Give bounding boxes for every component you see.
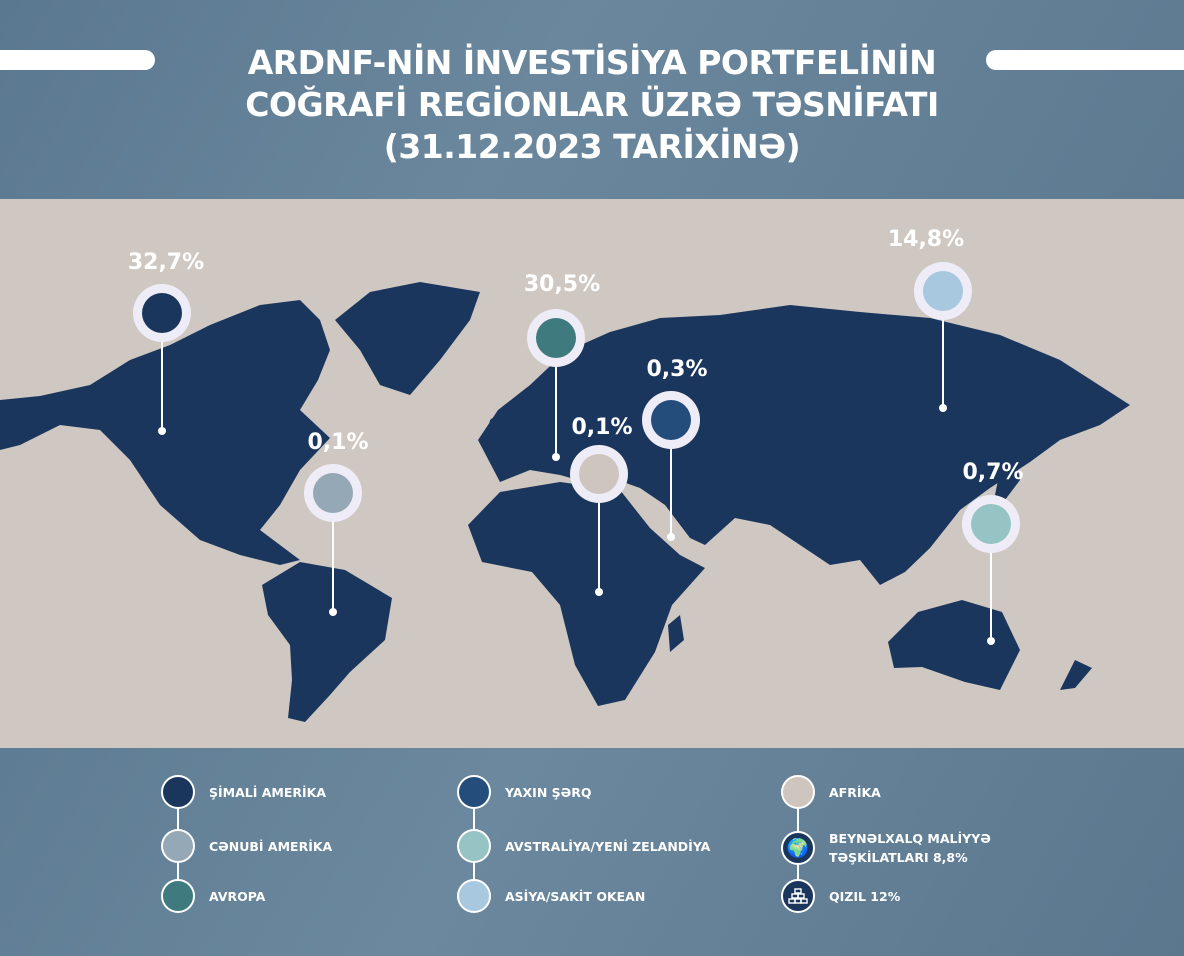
marker-dot xyxy=(329,608,337,616)
legend-label: AVROPA xyxy=(209,888,266,904)
greenland-shape xyxy=(335,282,480,395)
legend-item: AFRİKA xyxy=(781,775,881,809)
australia-shape xyxy=(888,600,1020,690)
legend-swatch xyxy=(457,775,491,809)
japan-shape xyxy=(995,455,1020,500)
legend-label: QIZIL 12% xyxy=(829,888,901,904)
marker-dot xyxy=(552,453,560,461)
marker-dot xyxy=(939,404,947,412)
title-line-3: (31.12.2023 TARİXİNƏ) xyxy=(383,127,801,166)
marker-dot xyxy=(158,427,166,435)
globe-icon: 🌍 xyxy=(781,831,815,865)
legend-swatch xyxy=(161,775,195,809)
legend-item: QIZIL 12% xyxy=(781,879,900,913)
marker-dot xyxy=(667,533,675,541)
gold-bars-icon xyxy=(781,879,815,913)
legend-item: AVROPA xyxy=(161,879,265,913)
new-zealand-shape xyxy=(1060,660,1092,690)
legend-label-line: TƏŞKİLATLARI 8,8% xyxy=(829,850,968,865)
marker-value: 0,1% xyxy=(307,430,369,455)
legend-label: AFRİKA xyxy=(829,784,881,800)
decorative-bar-right xyxy=(986,50,1184,70)
world-map-svg xyxy=(0,262,1130,722)
legend-swatch xyxy=(161,879,195,913)
legend-swatch xyxy=(161,829,195,863)
legend-label: AVSTRALİYA/YENİ ZELANDİYA xyxy=(505,838,711,854)
marker-value: 0,3% xyxy=(646,357,708,382)
marker-circle[interactable] xyxy=(579,454,619,494)
marker-circle[interactable] xyxy=(923,271,963,311)
legend-item: AVSTRALİYA/YENİ ZELANDİYA xyxy=(457,829,710,863)
header: ARDNF-NİN İNVESTİSİYA PORTFELİNİN COĞRAF… xyxy=(0,0,1184,199)
title-line-2: COĞRAFİ REGİONLAR ÜZRƏ TƏSNİFATI xyxy=(245,85,939,124)
south-america-shape xyxy=(262,562,392,722)
legend-label: ASİYA/SAKİT OKEAN xyxy=(505,888,646,904)
legend-label: CƏNUBİ AMERİKA xyxy=(209,838,333,854)
legend-item: 🌍 BEYNƏLXALQ MALİYYƏ TƏŞKİLATLARI 8,8% xyxy=(781,829,991,867)
legend-item: ŞİMALİ AMERİKA xyxy=(161,775,326,809)
legend: ŞİMALİ AMERİKA CƏNUBİ AMERİKA AVROPA YAXIN … xyxy=(0,748,1184,956)
legend-label: YAXIN ŞƏRQ xyxy=(505,784,592,800)
marker-dot xyxy=(987,637,995,645)
marker-value: 0,1% xyxy=(571,415,633,440)
marker-circle[interactable] xyxy=(536,318,576,358)
legend-label: ŞİMALİ AMERİKA xyxy=(209,784,327,800)
marker-circle[interactable] xyxy=(651,400,691,440)
uk-shape xyxy=(486,408,512,448)
marker-value: 32,7% xyxy=(127,250,205,275)
madagascar-shape xyxy=(668,615,684,652)
marker-value: 30,5% xyxy=(523,272,601,297)
marker-dot xyxy=(595,588,603,596)
legend-item: CƏNUBİ AMERİKA xyxy=(161,829,332,863)
legend-swatch xyxy=(781,775,815,809)
marker-circle[interactable] xyxy=(971,504,1011,544)
marker-circle[interactable] xyxy=(313,473,353,513)
marker-circle[interactable] xyxy=(142,293,182,333)
legend-label-line: BEYNƏLXALQ MALİYYƏ xyxy=(829,831,991,846)
legend-swatch xyxy=(457,879,491,913)
decorative-bar-left xyxy=(0,50,155,70)
world-map: 32,7% 0,1% 30,5% 0,1% 0,3% 14,8% 0,7% xyxy=(0,199,1184,748)
marker-value: 14,8% xyxy=(887,227,965,252)
title-line-1: ARDNF-NİN İNVESTİSİYA PORTFELİNİN xyxy=(247,43,937,82)
legend-label: BEYNƏLXALQ MALİYYƏ TƏŞKİLATLARI 8,8% xyxy=(829,829,991,867)
legend-item: ASİYA/SAKİT OKEAN xyxy=(457,879,645,913)
page-title: ARDNF-NİN İNVESTİSİYA PORTFELİNİN COĞRAF… xyxy=(0,42,1184,168)
marker-value: 0,7% xyxy=(962,460,1024,485)
africa-shape xyxy=(468,482,705,706)
legend-item: YAXIN ŞƏRQ xyxy=(457,775,592,809)
legend-swatch xyxy=(457,829,491,863)
eurasia-shape xyxy=(478,305,1130,585)
